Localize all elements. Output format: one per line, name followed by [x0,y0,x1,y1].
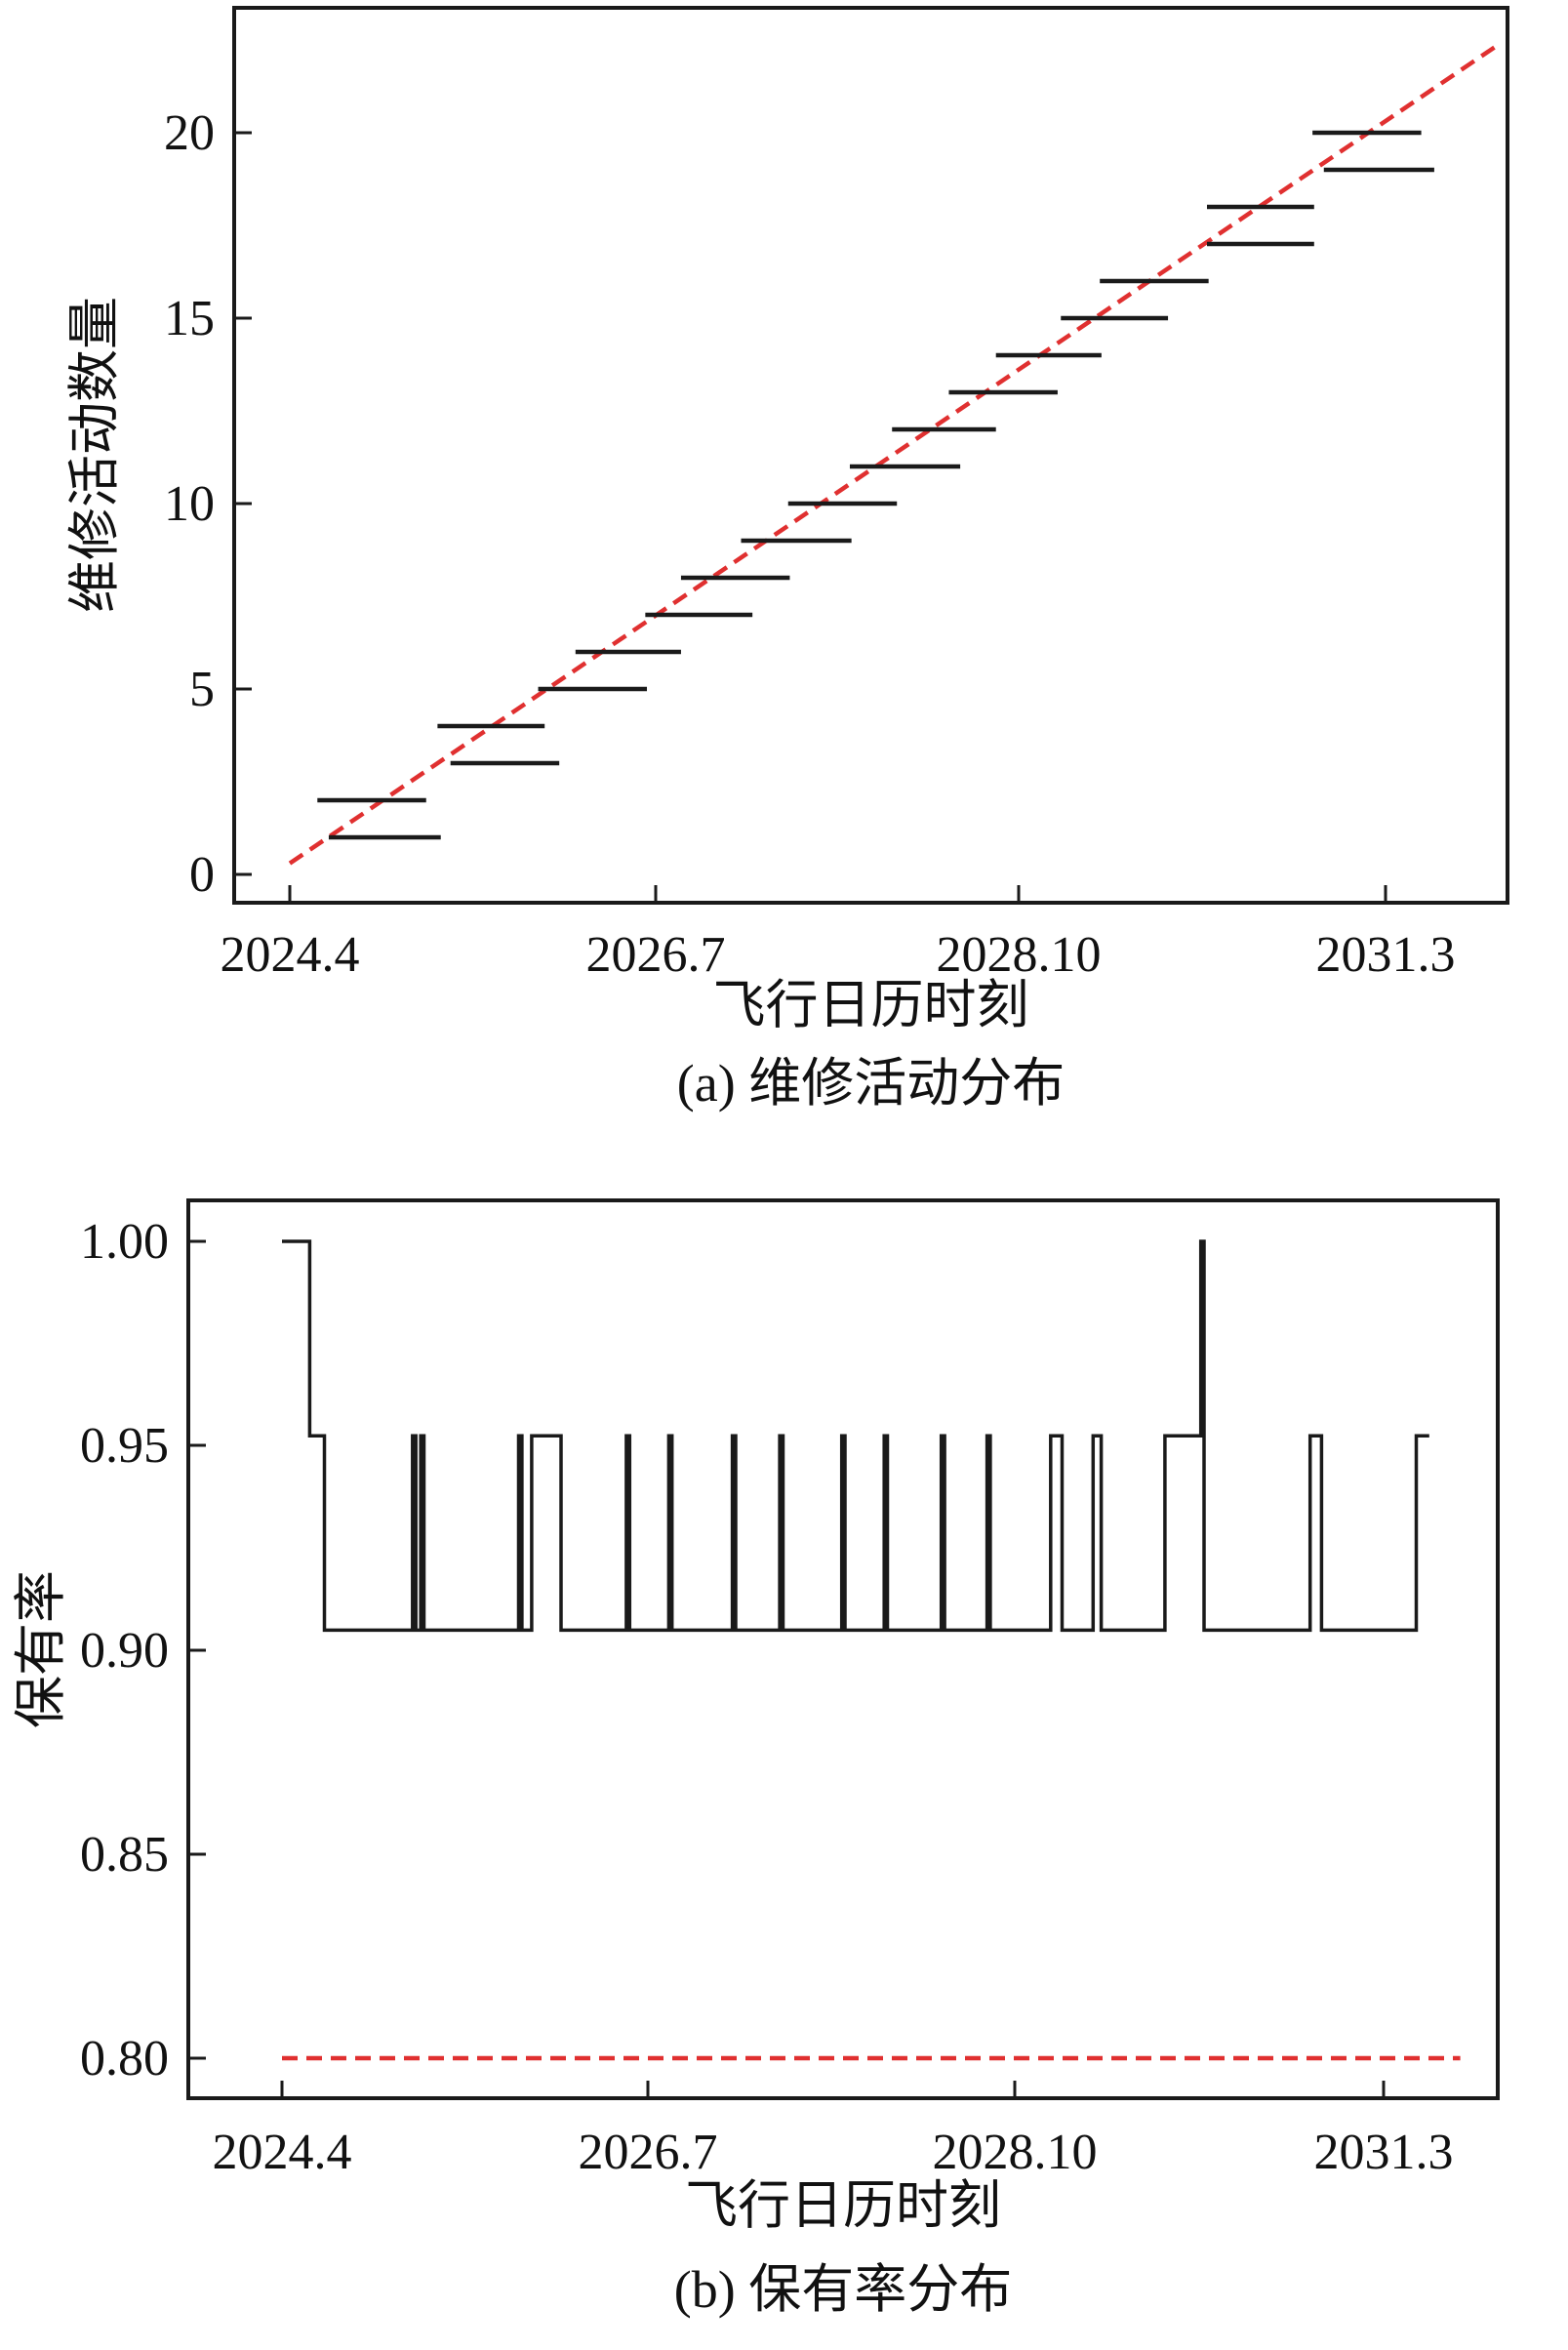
x-tick-label: 2031.3 [1314,2125,1454,2180]
x-axis-label: 飞行日历时刻 [685,2176,1001,2235]
y-tick-label: 1.00 [80,1214,169,1270]
x-tick-label: 2026.7 [579,2125,718,2180]
retention-step-line [282,1239,1429,1633]
y-tick-label: 10 [164,476,215,532]
y-tick-label: 0.85 [80,1827,169,1883]
chart-caption: (a) 维修活动分布 [677,1054,1065,1113]
y-tick-label: 5 [189,662,215,717]
y-tick-label: 0.80 [80,2031,169,2087]
chart-b: 2024.4 2026.7 2028.10 2031.3 0.80 0.85 0.90 0.9… [12,1198,1500,2319]
plot-frame [186,1198,1500,2100]
chart-a: 2024.4 2026.7 2028.10 2031.3 0 5 10 15 20 飞行日历时刻 (… [65,6,1509,1113]
y-tick-label: 0.90 [80,1623,169,1679]
y-axis-label: 保有率 [12,1570,70,1728]
y-tick-label: 0 [189,847,215,903]
threshold-dashed-line [288,45,1496,866]
y-tick-label: 20 [164,105,215,161]
plot-frame [232,6,1509,905]
x-tick-label: 2028.10 [937,927,1102,983]
x-tick-label: 2031.3 [1316,927,1456,983]
x-tick-label: 2024.4 [213,2125,352,2180]
x-tick-label: 2024.4 [221,927,360,983]
x-tick-label: 2028.10 [933,2125,1098,2180]
x-axis-label: 飞行日历时刻 [713,976,1029,1034]
x-tick-label: 2026.7 [586,927,726,983]
chart-caption: (b) 保有率分布 [674,2260,1012,2319]
y-axis-label: 维修活动数量 [65,297,124,613]
y-tick-label: 15 [164,291,215,346]
y-tick-label: 0.95 [80,1418,169,1474]
